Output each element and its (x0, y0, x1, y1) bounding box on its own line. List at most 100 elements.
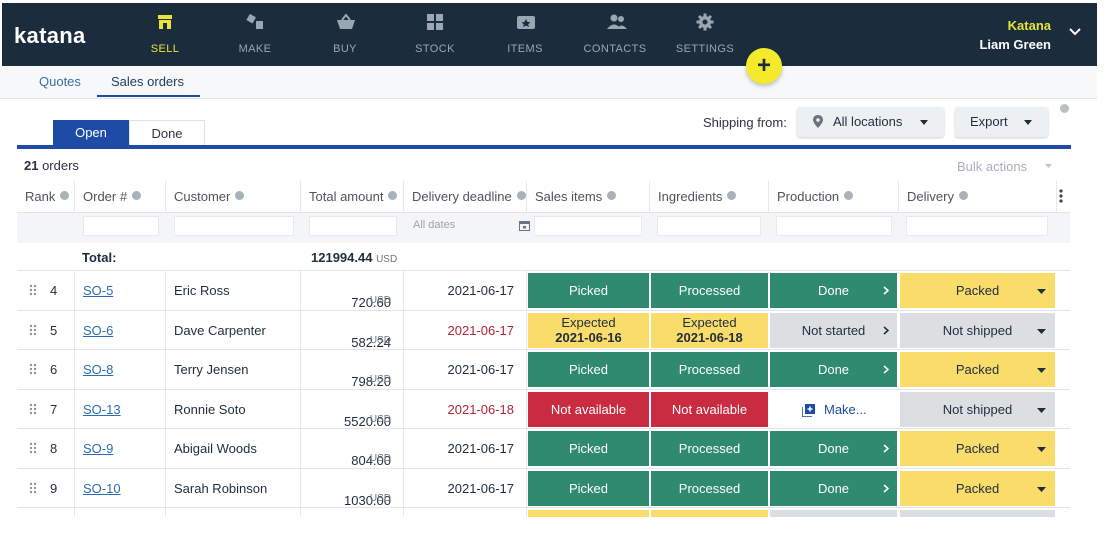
info-icon[interactable] (235, 191, 245, 200)
sales-items-status[interactable]: Expected 2021-06-16 (528, 312, 649, 348)
delivery-status[interactable]: Packed (900, 431, 1055, 466)
nav-items[interactable]: ITEMS (480, 3, 570, 66)
total-row: Total: 121994.44 USD (17, 243, 1070, 271)
production-status[interactable]: Done (770, 470, 897, 506)
bulk-actions-button[interactable]: Bulk actions (957, 159, 1052, 174)
tab-done[interactable]: Done (129, 120, 205, 146)
ingredients-status[interactable] (651, 510, 768, 517)
sales-items-filter-input[interactable] (534, 216, 642, 236)
info-icon[interactable] (132, 191, 142, 200)
tab-open[interactable]: Open (53, 120, 129, 146)
sales-items-status[interactable]: Picked (528, 431, 649, 466)
add-fab-button[interactable]: + (746, 48, 782, 84)
ingredients-status[interactable]: Processed (651, 273, 768, 308)
export-button[interactable]: Export (955, 107, 1048, 137)
drag-handle-icon[interactable] (29, 482, 37, 494)
drag-handle-icon[interactable] (29, 363, 37, 375)
chevron-down-icon[interactable] (1069, 28, 1081, 36)
ingredients-filter-input[interactable] (657, 216, 761, 236)
katana-logo[interactable]: katana (14, 23, 86, 48)
order-link[interactable]: SO-9 (83, 441, 114, 456)
header-deadline[interactable]: Delivery deadline (404, 181, 527, 212)
delivery-filter-input[interactable] (906, 216, 1048, 236)
ingredients-status[interactable]: Expected 2021-06-18 (651, 312, 768, 348)
order-link[interactable]: SO-8 (83, 362, 114, 377)
table-row[interactable] (17, 508, 1070, 517)
deadline-filter-input[interactable]: All dates (407, 216, 530, 236)
production-status[interactable]: Done (770, 273, 897, 308)
column-menu-icon[interactable] (1059, 189, 1063, 203)
drag-handle-icon[interactable] (29, 284, 37, 296)
info-icon[interactable] (60, 191, 70, 200)
info-icon[interactable] (388, 191, 398, 200)
delivery-status[interactable]: Packed (900, 273, 1055, 308)
production-status[interactable]: Done (770, 431, 897, 466)
header-sales-items[interactable]: Sales items (527, 181, 650, 212)
info-icon[interactable] (844, 191, 854, 200)
table-row[interactable]: 8 SO-9 Abigail Woods 804.00 USD 2021-06-… (17, 429, 1070, 469)
info-icon[interactable] (958, 191, 968, 200)
delivery-status[interactable]: Packed (900, 470, 1055, 506)
drag-handle-icon[interactable] (29, 324, 37, 336)
gear-icon (696, 13, 714, 31)
drag-handle-icon[interactable] (29, 403, 37, 415)
location-dropdown[interactable]: All locations (797, 107, 944, 137)
nav-settings[interactable]: SETTINGS (660, 3, 750, 66)
drag-handle-icon[interactable] (29, 442, 37, 454)
info-icon[interactable] (727, 191, 737, 200)
delivery-status[interactable] (900, 510, 1055, 517)
order-link[interactable]: SO-13 (83, 401, 121, 417)
info-icon[interactable] (607, 191, 617, 200)
user-menu[interactable]: Katana Liam Green (979, 18, 1051, 52)
order-link[interactable]: SO-10 (83, 480, 121, 496)
nav-stock[interactable]: STOCK (390, 3, 480, 66)
calendar-icon[interactable] (519, 220, 530, 231)
production-filter-input[interactable] (776, 216, 892, 236)
customer-filter-input[interactable] (174, 216, 294, 236)
nav-make[interactable]: MAKE (210, 3, 300, 66)
header-production[interactable]: Production (769, 181, 899, 212)
total-value: 121994.44 USD (311, 250, 397, 265)
table-row[interactable]: 9 SO-10 Sarah Robinson 1030.00 USD 2021-… (17, 468, 1070, 508)
table-row[interactable]: 6 SO-8 Terry Jensen 798.20 USD 2021-06-1… (17, 350, 1070, 390)
nav-contacts[interactable]: CONTACTS (570, 3, 660, 66)
table-row[interactable]: 4 SO-5 Eric Ross 720.60 USD 2021-06-17 P… (17, 271, 1070, 311)
delivery-status[interactable]: Packed (900, 352, 1055, 387)
header-total[interactable]: Total amount (301, 181, 404, 212)
header-ingredients[interactable]: Ingredients (650, 181, 769, 212)
order-link[interactable]: SO-6 (83, 322, 114, 338)
nav-buy[interactable]: BUY (300, 3, 390, 66)
production-status[interactable]: Done (770, 352, 897, 387)
header-rank[interactable]: Rank (17, 181, 75, 212)
make-order-button[interactable]: Make... (770, 392, 897, 427)
table-row[interactable]: 7 SO-13 Ronnie Soto 5520.00 USD 2021-06-… (17, 389, 1070, 429)
delivery-status[interactable]: Not shipped (900, 391, 1055, 427)
sales-items-status[interactable]: Picked (528, 470, 649, 506)
header-customer[interactable]: Customer (166, 181, 301, 212)
currency: USD (369, 453, 391, 464)
ingredients-status[interactable]: Processed (651, 352, 768, 387)
delivery-status[interactable]: Not shipped (900, 312, 1055, 348)
header-order[interactable]: Order # (75, 181, 166, 212)
ingredients-status[interactable]: Not available (651, 391, 768, 427)
tab-quotes[interactable]: Quotes (39, 74, 81, 89)
order-filter-input[interactable] (83, 216, 159, 236)
tab-sales-orders[interactable]: Sales orders (111, 74, 184, 89)
info-icon[interactable] (516, 191, 526, 200)
table-row[interactable]: 5 SO-6 Dave Carpenter 582.24 USD 2021-06… (17, 310, 1070, 350)
production-status[interactable] (770, 510, 897, 517)
sales-items-status[interactable]: Picked (528, 273, 649, 308)
header-rank-label: Rank (25, 189, 56, 204)
order-link[interactable]: SO-5 (83, 283, 114, 298)
sales-items-status[interactable] (528, 510, 649, 517)
header-delivery[interactable]: Delivery (899, 181, 1057, 212)
sales-items-status[interactable]: Not available (528, 391, 649, 427)
nav-sell[interactable]: SELL (120, 3, 210, 66)
ingredients-status[interactable]: Processed (651, 470, 768, 506)
info-icon[interactable] (1060, 104, 1069, 113)
ingredients-status[interactable]: Processed (651, 431, 768, 466)
sales-items-status[interactable]: Picked (528, 352, 649, 387)
total-filter-input[interactable] (309, 216, 397, 236)
production-status[interactable]: Not started (770, 312, 897, 348)
